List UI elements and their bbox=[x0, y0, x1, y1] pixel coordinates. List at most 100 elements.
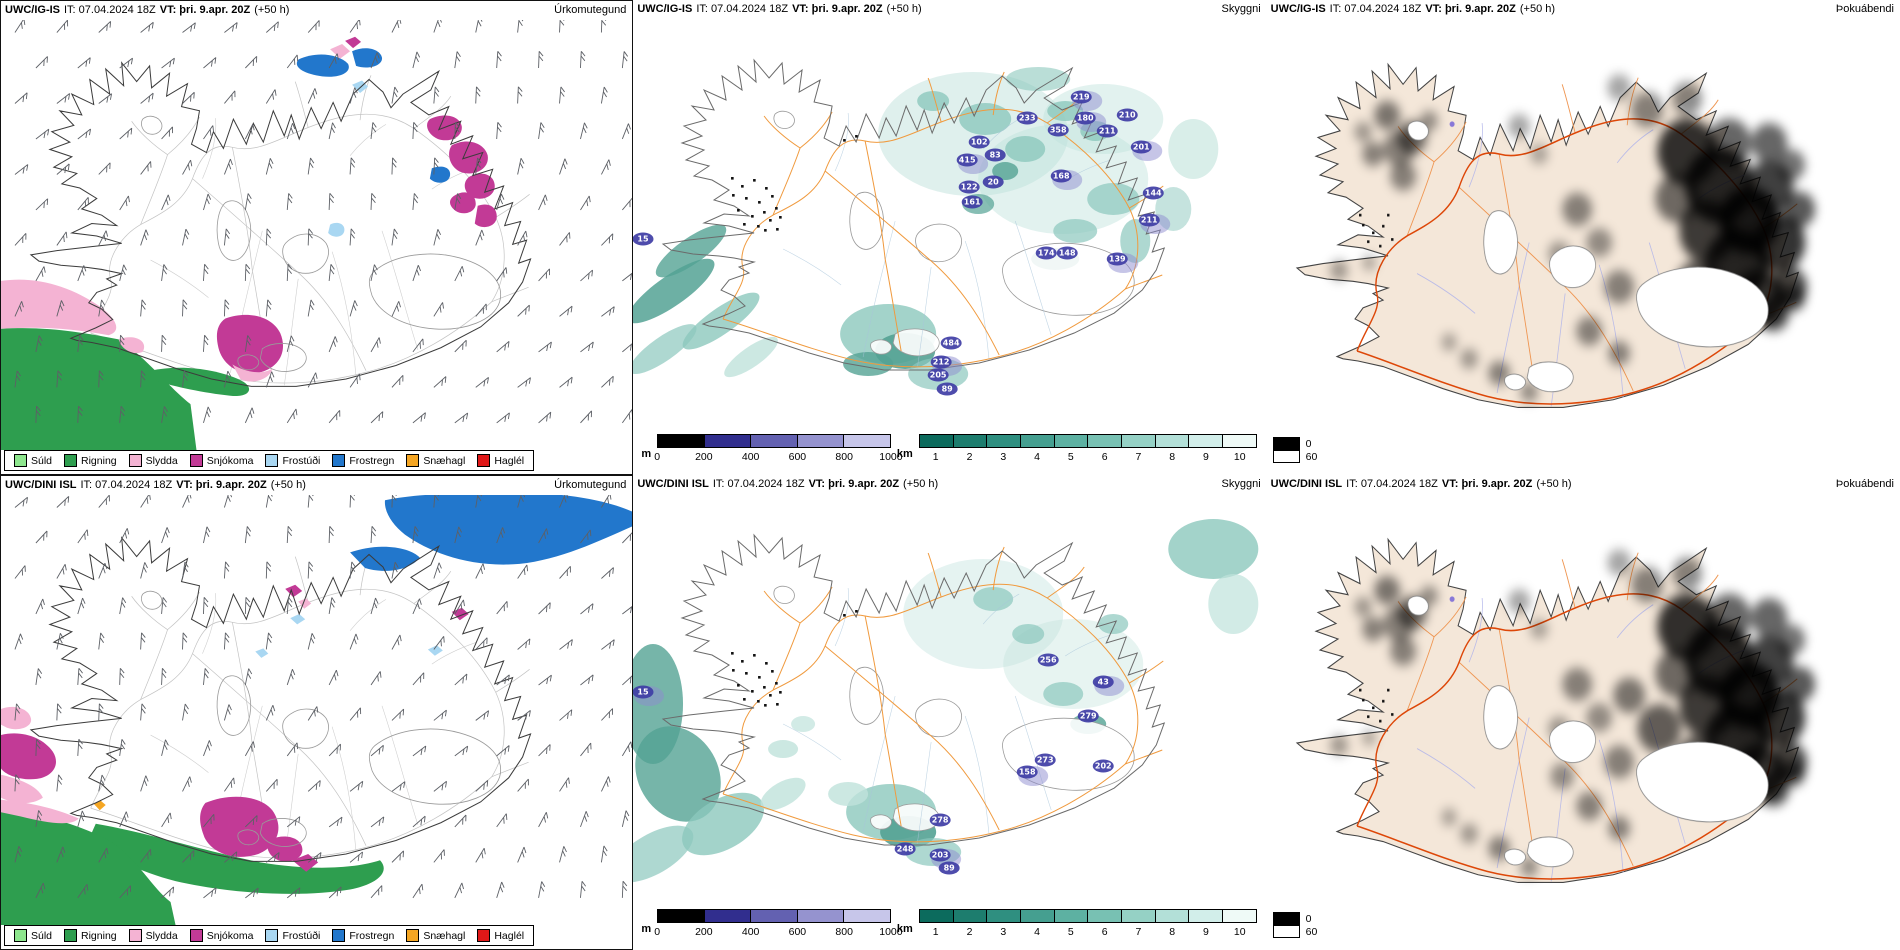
legend-label: Frostúði bbox=[282, 929, 321, 942]
run-info: UWC/DINI ISL IT: 07.04.2024 18Z VT: þri. 9… bbox=[1271, 478, 1576, 492]
legend-swatch bbox=[265, 929, 279, 942]
colorbar-tick: 7 bbox=[1135, 451, 1142, 464]
valid-time: VT: þri. 9.apr. 20Z bbox=[808, 478, 900, 490]
colorbar-cell bbox=[1155, 435, 1190, 448]
colorbar-tick: 4 bbox=[1034, 451, 1040, 464]
colorbar-tick: 1 bbox=[932, 451, 939, 464]
colorbar-cell bbox=[1020, 435, 1055, 448]
svg-text:279: 279 bbox=[1080, 712, 1097, 721]
svg-text:102: 102 bbox=[971, 138, 988, 147]
colorbar-cell bbox=[987, 910, 1021, 923]
colorbar-cell bbox=[844, 435, 890, 448]
svg-text:212: 212 bbox=[933, 358, 950, 367]
init-time: IT: 07.04.2024 18Z bbox=[712, 478, 805, 490]
svg-text:219: 219 bbox=[1073, 93, 1090, 102]
legend-swatch bbox=[477, 454, 491, 467]
colorbar-cell bbox=[844, 910, 890, 923]
colorbar-tick: 8 bbox=[1169, 926, 1176, 939]
colorbar-cell bbox=[704, 910, 752, 923]
svg-text:148: 148 bbox=[1059, 249, 1076, 258]
colorbar-tick: 3 bbox=[1000, 451, 1007, 464]
colorbar-tick: 4 bbox=[1034, 926, 1040, 939]
iceland-map-visibility-dini: 15 256 279 43 273 202 158 278 248 203 89 bbox=[633, 494, 1267, 907]
legend-item-haglél: Haglél bbox=[477, 929, 524, 942]
colorbar-tick: 6 bbox=[1101, 451, 1108, 464]
legend-item-rigning: Rigning bbox=[64, 929, 117, 942]
colorbar-tick: 6 bbox=[1101, 926, 1108, 939]
legend-label: Haglél bbox=[494, 454, 525, 467]
svg-text:202: 202 bbox=[1095, 762, 1112, 771]
lead-time: (+50 h) bbox=[270, 479, 306, 491]
fog-legend-row: 60 bbox=[1272, 450, 1317, 463]
svg-text:144: 144 bbox=[1145, 189, 1162, 198]
colorbar-cell bbox=[1189, 910, 1224, 923]
legend-item-snæhagl: Snæhagl bbox=[406, 454, 465, 467]
init-time: IT: 07.04.2024 18Z bbox=[1346, 478, 1438, 490]
valid-time: VT: þri. 9.apr. 20Z bbox=[1441, 478, 1533, 490]
panel-header: UWC/IG-IS IT: 07.04.2024 18Z VT: þri. 9.ap… bbox=[1266, 0, 1900, 19]
panel-visibility-dini: UWC/DINI ISL IT: 07.04.2024 18Z VT: þri. 9… bbox=[633, 475, 1267, 950]
precip-type-legend: Súld Rigning Slydda Snjókoma Frostúði Frostre… bbox=[4, 925, 535, 946]
param-label: Úrkomutegund bbox=[554, 4, 627, 16]
model-name: UWC/IG-IS bbox=[637, 3, 693, 15]
iceland-map-fog-dini bbox=[1266, 494, 1900, 950]
colorbar-tick: 200 bbox=[695, 451, 713, 464]
legend-swatch bbox=[406, 454, 420, 467]
panel-header: UWC/IG-IS IT: 07.04.2024 18Z VT: þri. 9.ap… bbox=[633, 0, 1267, 19]
fog-legend-swatch bbox=[1272, 450, 1300, 463]
init-time: IT: 07.04.2024 18Z bbox=[80, 479, 173, 491]
colorbar-section-km: 1 2 3 4 5 6 7 8 9 10 bbox=[918, 909, 1257, 949]
colorbar-cell bbox=[987, 435, 1021, 448]
legend-item-slydda: Slydda bbox=[128, 929, 178, 942]
fog-legend-label: 0 bbox=[1305, 437, 1312, 450]
legend-swatch bbox=[64, 929, 78, 942]
run-info: UWC/IG-IS IT: 07.04.2024 18Z VT: þri. 9.ap… bbox=[637, 3, 925, 17]
colorbar-tick: 0 bbox=[654, 926, 661, 939]
legend-swatch bbox=[332, 454, 346, 467]
legend-label: Rigning bbox=[81, 929, 117, 942]
lead-time: (+50 h) bbox=[903, 478, 939, 490]
svg-text:201: 201 bbox=[1133, 143, 1150, 152]
legend-item-frostúði: Frostúði bbox=[265, 929, 320, 942]
colorbar-cell bbox=[919, 435, 954, 448]
svg-text:161: 161 bbox=[964, 198, 981, 207]
legend-item-súld: Súld bbox=[14, 929, 52, 942]
colorbar-section-m: 0 200 400 600 800 1000 bbox=[654, 434, 903, 474]
panel-fog-igis: UWC/IG-IS IT: 07.04.2024 18Z VT: þri. 9.ap… bbox=[1266, 0, 1900, 475]
fog-legend-label: 0 bbox=[1305, 912, 1312, 925]
run-info: UWC/IG-IS IT: 07.04.2024 18Z VT: þri. 9.ap… bbox=[1271, 3, 1559, 17]
svg-text:83: 83 bbox=[990, 151, 1001, 160]
svg-text:20: 20 bbox=[988, 178, 1000, 187]
colorbar-tick: 200 bbox=[695, 926, 713, 939]
fog-legend: 0 60 bbox=[1270, 435, 1320, 465]
colorbar-tick: 2 bbox=[966, 926, 973, 939]
legend-label: Snjókoma bbox=[206, 454, 254, 467]
colorbar-tick: 9 bbox=[1203, 926, 1209, 939]
colorbar-unit: m bbox=[641, 923, 652, 936]
colorbar-unit: km bbox=[896, 448, 913, 461]
legend-swatch bbox=[265, 454, 279, 467]
legend-item-rigning: Rigning bbox=[64, 454, 117, 467]
init-time: IT: 07.04.2024 18Z bbox=[64, 4, 156, 16]
legend-label: Rigning bbox=[81, 454, 117, 467]
colorbar-tick: 1000 bbox=[879, 451, 903, 464]
param-label: Þokuábendi bbox=[1835, 3, 1894, 15]
colorbar-tick: 600 bbox=[788, 451, 807, 464]
colorbar-tick: 800 bbox=[835, 451, 853, 464]
visibility-colorbar: m 0 200 400 600 800 1000 km 1 2 3 4 5 6 7 8 9 10 bbox=[633, 906, 1267, 950]
colorbar-cell bbox=[704, 435, 752, 448]
svg-text:15: 15 bbox=[638, 688, 650, 697]
model-name: UWC/IG-IS bbox=[5, 4, 60, 16]
legend-item-súld: Súld bbox=[14, 454, 52, 467]
model-name: UWC/IG-IS bbox=[1270, 3, 1326, 15]
model-name: UWC/DINI ISL bbox=[5, 479, 77, 491]
svg-text:180: 180 bbox=[1077, 114, 1094, 123]
legend-item-slydda: Slydda bbox=[128, 454, 178, 467]
colorbar-cell bbox=[1223, 910, 1256, 923]
svg-text:273: 273 bbox=[1037, 756, 1054, 765]
colorbar-cell bbox=[751, 910, 798, 923]
colorbar-cell bbox=[1121, 910, 1156, 923]
svg-text:211: 211 bbox=[1141, 216, 1158, 225]
colorbar-cell bbox=[1088, 910, 1122, 923]
